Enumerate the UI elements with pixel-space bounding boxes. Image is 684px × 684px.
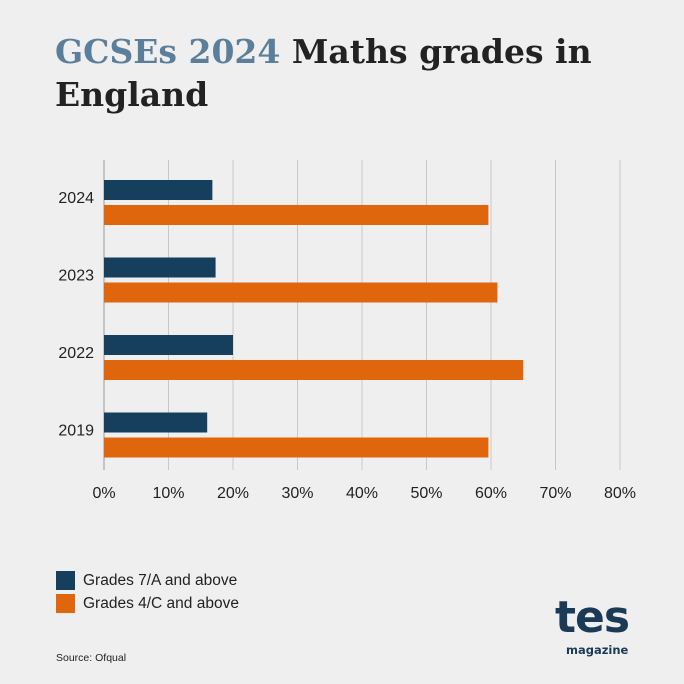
bar-series-1	[104, 257, 216, 278]
x-tick-label: 10%	[152, 485, 184, 502]
x-tick-label: 20%	[217, 485, 249, 502]
bar-series-2	[104, 437, 489, 458]
x-tick-label: 0%	[92, 485, 115, 502]
y-tick-label: 2023	[58, 268, 94, 285]
tes-magazine-logo: tes magazine	[555, 592, 635, 670]
logo-sub-text: magazine	[566, 643, 629, 657]
bar-series-1	[104, 412, 208, 433]
y-tick-label: 2024	[58, 190, 94, 207]
bar-series-2	[104, 360, 524, 380]
legend-item-series-2: Grades 4/C and above	[56, 592, 239, 615]
x-tick-label: 40%	[346, 485, 378, 502]
bar-series-1	[104, 335, 233, 355]
legend-swatch-series-1	[56, 571, 75, 590]
legend-label-series-1: Grades 7/A and above	[83, 571, 238, 589]
y-tick-label: 2022	[58, 345, 94, 362]
x-tick-label: 50%	[410, 485, 442, 502]
legend-item-series-1: Grades 7/A and above	[56, 569, 239, 592]
chart-title: GCSEs 2024 Maths grades in England	[55, 30, 615, 116]
x-tick-label: 60%	[475, 485, 507, 502]
x-tick-label: 70%	[539, 485, 571, 502]
title-rest: Maths grades in England	[55, 32, 592, 114]
x-tick-label: 30%	[281, 485, 313, 502]
y-tick-label: 2019	[58, 423, 94, 440]
logo-main-text: tes	[555, 592, 630, 643]
legend-swatch-series-2	[56, 594, 75, 613]
legend: Grades 7/A and above Grades 4/C and abov…	[56, 569, 239, 615]
source-note: Source: Ofqual	[56, 652, 127, 664]
bar-chart: 0% 10% 20% 30% 40% 50% 60% 70% 80% 2024 2023 2022 20…	[58, 160, 636, 502]
x-tick-label: 80%	[604, 485, 636, 502]
bar-series-2	[104, 205, 489, 225]
title-accent: GCSEs 2024	[55, 32, 281, 71]
bar-series-1	[104, 180, 213, 200]
bar-series-2	[104, 282, 498, 303]
legend-label-series-2: Grades 4/C and above	[83, 594, 239, 612]
